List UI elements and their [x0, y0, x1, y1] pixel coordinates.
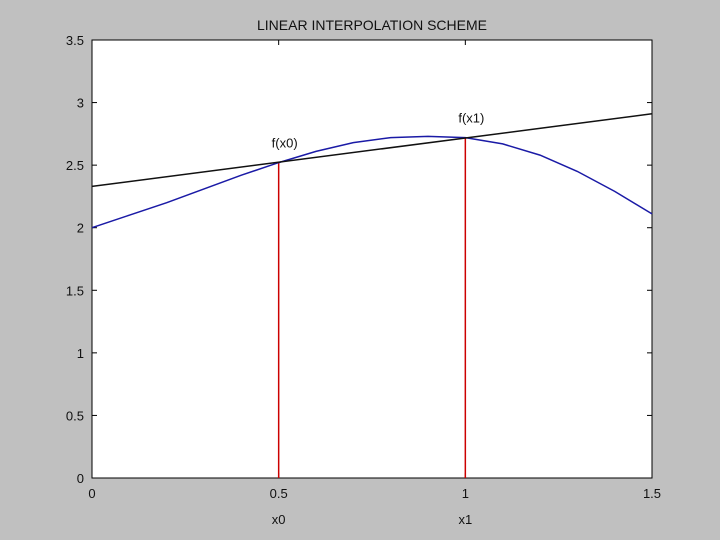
- x-sub-label: x0: [272, 512, 286, 527]
- x-tick-label: 1.5: [643, 486, 661, 501]
- function-curve: [91, 135, 653, 229]
- y-tick-label: 2: [77, 221, 84, 236]
- x-tick-label: 1: [462, 486, 469, 501]
- marks: 0 0.5 1 1.5 2 2.5 3 3.5 0 0.5 1 1.5 x0 x1 f(x0) f(x1): [66, 33, 661, 527]
- y-tick-label: 2.5: [66, 158, 84, 173]
- y-tick-label: 1.5: [66, 283, 84, 298]
- x-tick-label: 0: [88, 486, 95, 501]
- annotation-label: f(x0): [272, 136, 298, 151]
- y-tick-label: 0: [77, 471, 84, 486]
- plot-area: [91, 39, 653, 479]
- y-tick-label: 3: [77, 96, 84, 111]
- y-tick-label: 3.5: [66, 33, 84, 48]
- y-tick-label: 1: [77, 346, 84, 361]
- annotation-label: f(x1): [458, 111, 484, 126]
- chart-title: LINEAR INTERPOLATION SCHEME: [257, 17, 487, 33]
- x-sub-label: x1: [458, 512, 472, 527]
- x-tick-label: 0.5: [270, 486, 288, 501]
- y-tick-label: 0.5: [66, 408, 84, 423]
- interpolation-line: [91, 113, 653, 188]
